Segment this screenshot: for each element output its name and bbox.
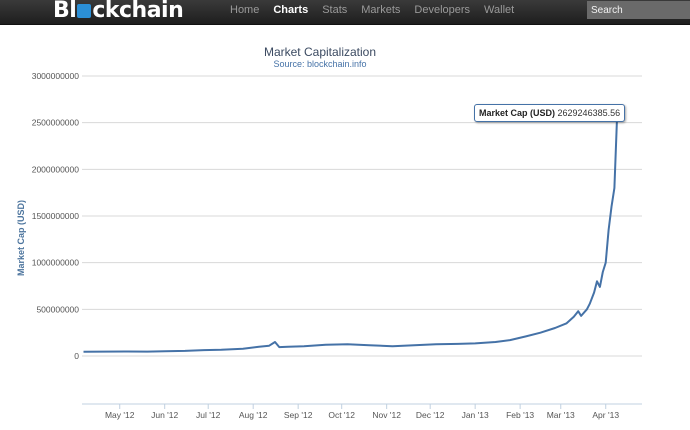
x-tick-label: Oct '12 (328, 410, 355, 420)
nav-charts[interactable]: Charts (273, 4, 309, 16)
x-tick-label: Jul '12 (196, 410, 221, 420)
x-tick-label: May '12 (105, 410, 135, 420)
top-navbar: Bl ckchain Home Charts Stats Markets Deve… (0, 0, 690, 25)
search-input[interactable] (587, 1, 690, 19)
x-tick-label: Nov '12 (372, 410, 401, 420)
x-tick-label: Jun '12 (151, 410, 178, 420)
logo-cube-icon (77, 4, 92, 18)
tooltip: Market Cap (USD) 2629246385.56 (474, 104, 626, 122)
x-tick-label: Mar '13 (547, 410, 575, 420)
tooltip-value: 2629246385.56 (557, 108, 621, 118)
x-tick-label: Jan '13 (462, 410, 489, 420)
x-tick-label: Sep '12 (284, 410, 313, 420)
x-tick-label: Feb '13 (506, 410, 534, 420)
nav-developers[interactable]: Developers (414, 4, 471, 16)
brand-logo-text-start: Bl (53, 0, 77, 23)
y-tick-label: 500000000 (36, 304, 79, 314)
series-line[interactable] (83, 110, 619, 353)
y-tick-label: 2500000000 (32, 118, 80, 128)
x-tick-label: Dec '12 (416, 410, 445, 420)
nav-markets[interactable]: Markets (361, 4, 401, 16)
y-tick-label: 2000000000 (32, 164, 80, 174)
main-nav: Home Charts Stats Markets Developers Wal… (224, 0, 522, 24)
nav-home[interactable]: Home (230, 4, 260, 16)
nav-stats[interactable]: Stats (322, 4, 348, 16)
brand-logo-text-end: ckchain (92, 0, 184, 23)
y-tick-label: 0 (74, 351, 79, 361)
y-tick-label: 1000000000 (32, 258, 80, 268)
chart-subtitle: Source: blockchain.info (273, 59, 367, 69)
x-tick-label: Apr '13 (592, 410, 619, 420)
brand-logo[interactable]: Bl ckchain (53, 0, 184, 24)
x-tick-label: Aug '12 (239, 410, 268, 420)
nav-wallet[interactable]: Wallet (484, 4, 515, 16)
y-tick-label: 1500000000 (32, 211, 80, 221)
tooltip-series-name: Market Cap (USD) (479, 108, 556, 118)
chart-title: Market Capitalization (263, 45, 377, 59)
y-tick-label: 3000000000 (32, 71, 80, 81)
